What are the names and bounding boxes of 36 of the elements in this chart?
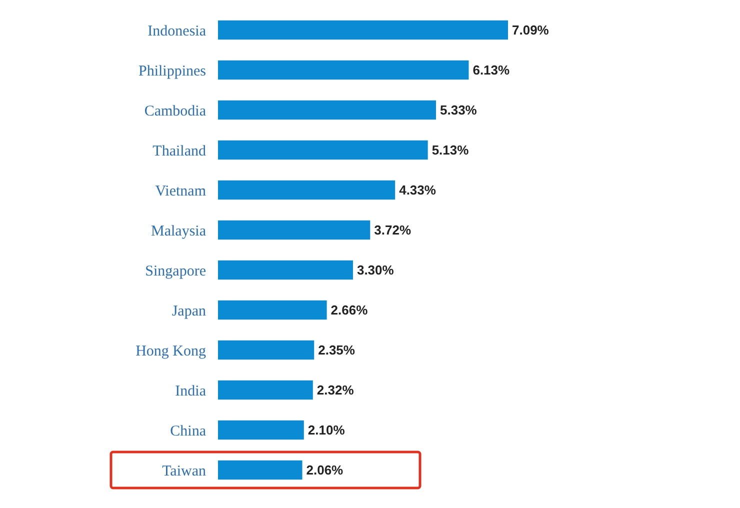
data-label: 4.33% xyxy=(399,182,436,198)
bar xyxy=(218,380,313,400)
bar xyxy=(218,20,508,40)
y-tick-label: Hong Kong xyxy=(136,343,206,360)
y-tick-label: Vietnam xyxy=(155,183,206,200)
bar xyxy=(218,460,302,480)
y-tick-label: Singapore xyxy=(145,263,206,280)
bar xyxy=(218,140,428,160)
bar xyxy=(218,260,353,280)
y-tick-label: China xyxy=(170,423,206,440)
y-tick-label: Indonesia xyxy=(148,23,206,40)
bar xyxy=(218,100,436,120)
bar xyxy=(218,300,327,320)
y-tick-label: Japan xyxy=(172,303,206,320)
y-tick-label: India xyxy=(175,383,206,400)
data-label: 5.13% xyxy=(432,142,470,158)
bar xyxy=(218,340,314,360)
bar xyxy=(218,180,396,200)
y-tick-label: Malaysia xyxy=(151,223,206,240)
data-label: 2.35% xyxy=(318,342,356,358)
bar xyxy=(218,60,469,80)
data-label: 2.66% xyxy=(330,302,368,318)
data-label: 3.72% xyxy=(374,222,412,238)
data-label: 2.32% xyxy=(316,382,354,398)
data-label: 2.06% xyxy=(306,462,344,478)
data-label: 3.30% xyxy=(356,262,394,278)
bar xyxy=(218,420,304,440)
data-label: 6.13% xyxy=(472,62,510,78)
data-label: 7.09% xyxy=(512,22,550,38)
data-label: 5.33% xyxy=(440,102,478,118)
y-tick-label: Thailand xyxy=(152,143,206,160)
y-tick-label: Philippines xyxy=(138,63,206,80)
y-tick-label: Taiwan xyxy=(162,463,206,480)
y-tick-label: Cambodia xyxy=(144,103,206,120)
bar xyxy=(218,220,370,240)
data-label: 2.10% xyxy=(308,422,346,438)
